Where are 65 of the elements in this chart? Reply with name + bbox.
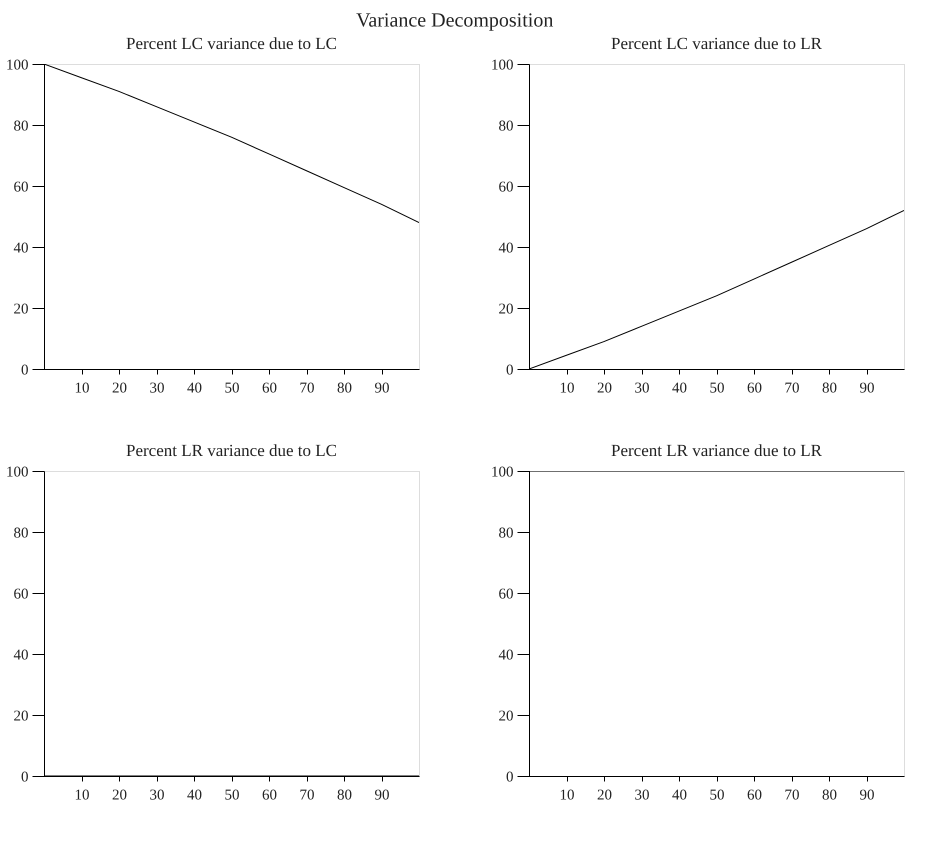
y-tick-label: 60 [14,586,28,602]
chart-title: Percent LC variance due to LR [610,34,823,53]
y-tick-label: 60 [498,586,514,602]
y-tick-label: 20 [14,302,28,318]
chart-title: Percent LR variance due to LR [610,441,823,460]
x-tick-label: 70 [784,380,800,396]
x-tick-label: 90 [860,788,874,804]
y-tick-label: 80 [14,526,28,542]
x-tick-label: 70 [300,380,314,396]
y-tick-label: 20 [498,708,514,724]
x-tick-label: 10 [74,380,90,396]
x-tick-label: 30 [634,788,650,804]
x-tick-label: 40 [187,380,202,396]
x-tick-label: 60 [747,380,762,396]
y-tick-label: 0 [21,362,28,378]
y-tick-label: 60 [14,180,28,196]
y-tick-label: 60 [498,180,514,196]
y-tick-label: 0 [21,770,28,786]
x-tick-label: 40 [672,788,687,804]
y-tick-label: 20 [14,708,28,724]
x-tick-label: 30 [150,788,164,804]
y-tick-label: 40 [498,240,514,256]
x-tick-label: 90 [374,380,390,396]
chart-title: Percent LC variance due to LC [126,34,338,53]
text: Variance Decomposition [356,10,554,32]
x-tick-label: 40 [187,788,202,804]
x-tick-label: 30 [634,380,650,396]
x-tick-label: 80 [337,788,352,804]
y-tick-label: 100 [491,464,514,480]
x-tick-label: 70 [784,788,800,804]
y-tick-label: 40 [498,648,514,664]
x-tick-label: 50 [710,380,724,396]
x-tick-label: 50 [710,788,724,804]
x-tick-label: 90 [374,788,390,804]
x-tick-label: 80 [822,380,837,396]
x-tick-label: 30 [150,380,164,396]
y-tick-label: 80 [498,118,514,134]
y-tick-label: 20 [498,302,514,318]
y-tick-label: 80 [14,118,28,134]
x-tick-label: 20 [597,380,612,396]
x-tick-label: 70 [300,788,314,804]
x-tick-label: 10 [560,788,574,804]
y-tick-label: 100 [6,464,28,480]
x-tick-label: 40 [672,380,687,396]
x-tick-label: 20 [597,788,612,804]
x-tick-label: 50 [224,788,240,804]
y-tick-label: 100 [491,58,514,74]
x-tick-label: 50 [224,380,240,396]
x-tick-label: 90 [860,380,874,396]
x-tick-label: 60 [747,788,762,804]
chart-title: Percent LR variance due to LC [126,441,338,460]
x-tick-label: 20 [112,788,127,804]
x-tick-label: 80 [822,788,837,804]
y-tick-label: 40 [14,648,28,664]
y-tick-label: 80 [498,526,514,542]
y-tick-label: 0 [506,362,514,378]
y-tick-label: 0 [506,770,514,786]
y-tick-label: 100 [6,58,28,74]
y-tick-label: 40 [14,240,28,256]
x-tick-label: 10 [560,380,574,396]
x-tick-label: 60 [262,788,277,804]
x-tick-label: 20 [112,380,127,396]
x-tick-label: 10 [74,788,90,804]
x-tick-label: 60 [262,380,277,396]
x-tick-label: 80 [337,380,352,396]
